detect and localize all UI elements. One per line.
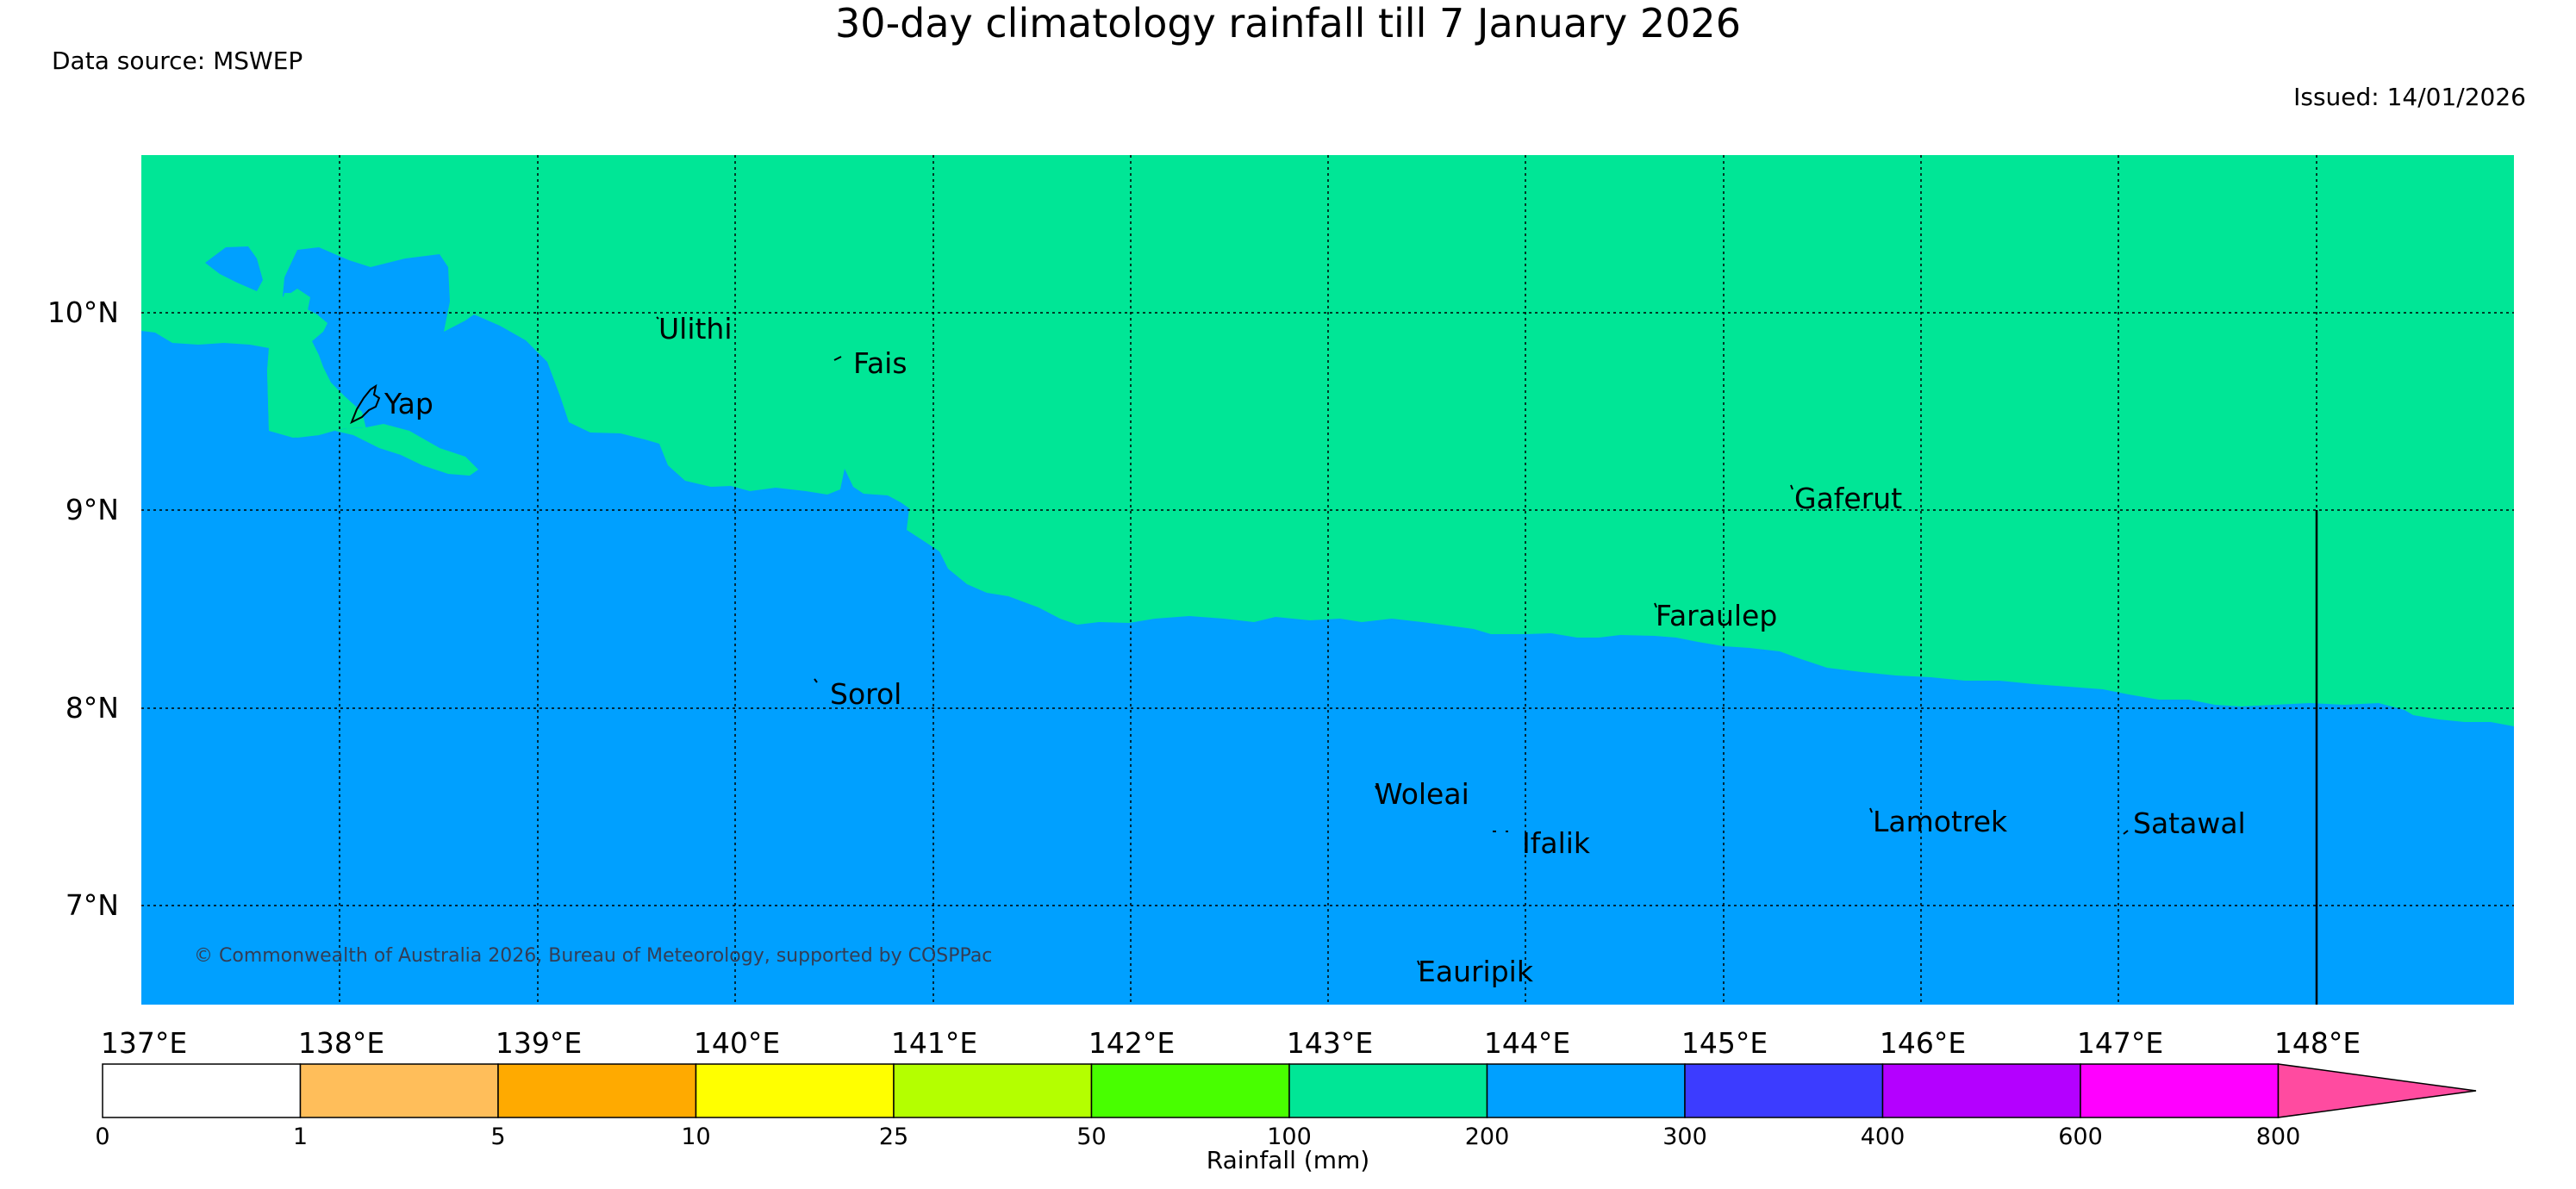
lon-tick-139: 139°E <box>496 1026 582 1060</box>
lon-tick-144: 144°E <box>1484 1026 1570 1060</box>
colorbar-tick-1: 1 <box>293 1124 308 1150</box>
rainfall-patch-yap <box>267 293 478 476</box>
lon-tick-143: 143°E <box>1287 1026 1373 1060</box>
map-title: 30-day climatology rainfall till 7 Janua… <box>835 0 1741 47</box>
colorbar-tick-50: 50 <box>1076 1124 1106 1150</box>
place-label-faraulep: Faraulep <box>1656 599 1777 632</box>
lon-tick-147: 147°E <box>2077 1026 2163 1060</box>
lat-tick-8: 8°N <box>65 691 119 725</box>
colorbar-tick-100: 100 <box>1267 1124 1312 1150</box>
colorbar-segment-4 <box>893 1063 1093 1118</box>
colorbar-extend-arrow <box>2277 1063 2477 1118</box>
island-dots <box>656 316 2129 966</box>
lat-tick-labels: 10°N 9°N 8°N 7°N <box>47 296 119 922</box>
colorbar-tick-25: 25 <box>879 1124 908 1150</box>
rainfall-patch-yap-west <box>284 289 310 321</box>
colorbar-segment-0 <box>102 1063 302 1118</box>
lat-tick-10: 10°N <box>47 296 119 329</box>
yap-island-outline <box>350 383 381 425</box>
colorbar-tick-10: 10 <box>681 1124 710 1150</box>
place-label-gaferut: Gaferut <box>1794 482 1902 515</box>
data-source-label: Data source: MSWEP <box>52 47 303 75</box>
lon-tick-137: 137°E <box>101 1026 187 1060</box>
colorbar-segment-2 <box>497 1063 697 1118</box>
colorbar-tick-200: 200 <box>1465 1124 1510 1150</box>
lon-tick-148: 148°E <box>2274 1026 2361 1060</box>
colorbar-segment-8 <box>1684 1063 1884 1118</box>
colorbar-tick-5: 5 <box>490 1124 505 1150</box>
place-label-eauripik: Eauripik <box>1418 955 1534 988</box>
colorbar <box>102 1063 2477 1118</box>
lon-tick-140: 140°E <box>694 1026 780 1060</box>
place-label-sorol: Sorol <box>830 677 901 711</box>
colorbar-tick-0: 0 <box>95 1124 109 1150</box>
colorbar-tick-600: 600 <box>2058 1124 2103 1150</box>
colorbar-segment-3 <box>695 1063 895 1118</box>
colorbar-segment-9 <box>1881 1063 2081 1118</box>
place-label-lamotrek: Lamotrek <box>1873 805 2008 838</box>
place-label-satawal: Satawal <box>2133 806 2246 840</box>
colorbar-tick-400: 400 <box>1861 1124 1905 1150</box>
lon-tick-138: 138°E <box>298 1026 384 1060</box>
colorbar-segment-1 <box>299 1063 499 1118</box>
place-label-fais: Fais <box>853 346 908 380</box>
lat-tick-7: 7°N <box>65 888 119 922</box>
place-label-ifalik: Ifalik <box>1522 826 1591 860</box>
place-label-ulithi: Ulithi <box>658 312 733 345</box>
place-labels: Ulithi Fais Yap Gaferut Faraulep Sorol W… <box>384 312 2246 988</box>
lon-tick-146: 146°E <box>1880 1026 1966 1060</box>
colorbar-segment-7 <box>1486 1063 1686 1118</box>
issued-date: Issued: 14/01/2026 <box>2293 83 2526 111</box>
colorbar-segment-6 <box>1288 1063 1488 1118</box>
lon-tick-labels: 137°E 138°E 139°E 140°E 141°E 142°E 143°… <box>101 1026 2361 1060</box>
place-label-yap: Yap <box>384 387 433 420</box>
place-label-woleai: Woleai <box>1375 777 1469 811</box>
colorbar-tick-labels: 0 1 5 10 25 50 100 200 300 400 600 800 <box>95 1124 2300 1150</box>
colorbar-tick-300: 300 <box>1662 1124 1707 1150</box>
lon-tick-141: 141°E <box>891 1026 977 1060</box>
colorbar-label: Rainfall (mm) <box>1206 1146 1370 1174</box>
colorbar-segment-5 <box>1090 1063 1290 1118</box>
colorbar-tick-800: 800 <box>2256 1124 2301 1150</box>
colorbar-segment-10 <box>2080 1063 2280 1118</box>
copyright-notice: © Commonwealth of Australia 2026, Bureau… <box>194 945 993 967</box>
rainfall-patch-nw <box>205 246 263 291</box>
lon-tick-145: 145°E <box>1681 1026 1768 1060</box>
lat-tick-9: 9°N <box>65 493 119 526</box>
lon-tick-142: 142°E <box>1088 1026 1175 1060</box>
